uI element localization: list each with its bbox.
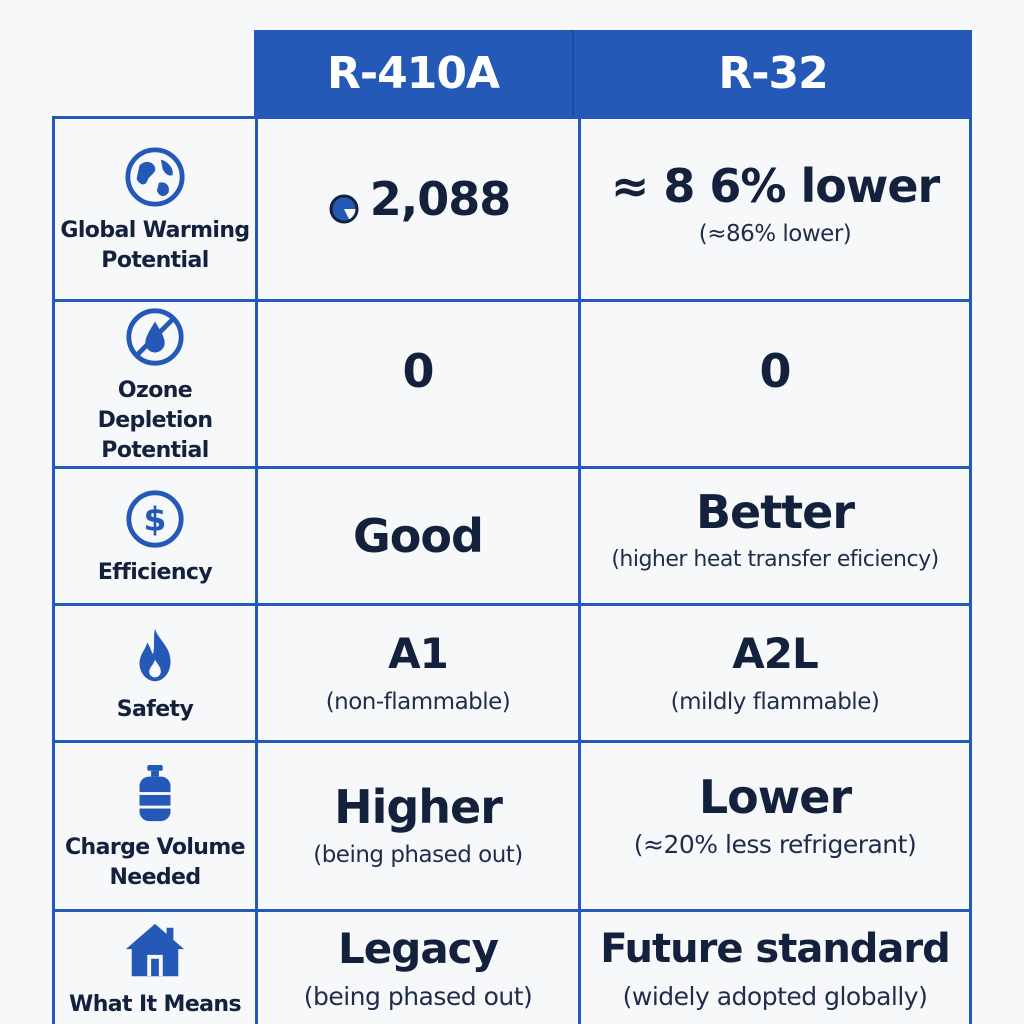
cell-r32-what-it-means: Future standard (widely adopted globally… — [581, 912, 969, 1024]
row-label-efficiency: $ Efficiency — [55, 469, 255, 603]
cell-r410a-what-it-means: Legacy (being phased out) — [258, 912, 578, 1024]
value-main: Legacy — [338, 924, 499, 973]
house-icon — [124, 920, 186, 982]
cell-r410a-charge-volume: Higher (being phased out) — [258, 743, 578, 909]
value-main: 0 — [759, 344, 791, 398]
dollar-icon: $ — [124, 488, 186, 550]
value-main: 0 — [402, 344, 434, 398]
row-label-text: Ozone Depletion — [97, 378, 213, 433]
flame-icon — [124, 625, 186, 687]
cell-r410a-odp: 0 — [258, 302, 578, 466]
cell-r410a-safety: A1 (non-flammable) — [258, 606, 578, 740]
row-label-text: Efficiency — [97, 560, 213, 585]
value-main: ≈ 8 6% lower — [610, 159, 940, 213]
row-label-text: Safety — [116, 697, 194, 722]
globe-icon — [124, 146, 186, 208]
row-label-what-it-means: What It Means — [55, 912, 255, 1024]
value-sub: (higher heat transfer eficiency) — [611, 547, 939, 572]
cell-r32-efficiency: Better (higher heat transfer eficiency) — [581, 469, 969, 603]
row-label-text: Global Warming — [60, 218, 250, 243]
cell-r410a-gwp: 2,088 — [258, 119, 578, 299]
cell-r32-safety: A2L (mildly flammable) — [581, 606, 969, 740]
gas-cylinder-icon — [124, 763, 186, 825]
value-sub: (mildly flammable) — [670, 689, 880, 715]
value-main: Future standard — [600, 926, 951, 972]
row-label-text: Potential — [101, 248, 209, 273]
value-sub: (non-flammable) — [325, 689, 511, 715]
value-main: A2L — [732, 629, 818, 678]
value-main: Good — [353, 509, 484, 563]
no-ozone-icon — [124, 306, 186, 368]
row-label-text: Needed — [109, 865, 201, 890]
row-label-odp: Ozone Depletion Potential — [55, 302, 255, 466]
row-label-text: Charge Volume — [64, 835, 246, 860]
cell-r410a-efficiency: Good — [258, 469, 578, 603]
value-sub: (≈20% less refrigerant) — [633, 830, 917, 859]
value-sub: (being phased out) — [313, 842, 523, 868]
header-r32: R-32 — [574, 30, 972, 116]
comparison-table: R-410A R-32 Global Warming Potential — [52, 30, 972, 1024]
value-main: Lower — [698, 770, 852, 824]
value-main: 2,088 — [369, 172, 512, 226]
row-label-charge-volume: Charge Volume Needed — [55, 743, 255, 909]
row-label-gwp: Global Warming Potential — [55, 119, 255, 299]
cell-r32-charge-volume: Lower (≈20% less refrigerant) — [581, 743, 969, 909]
cell-r32-odp: 0 — [581, 302, 969, 466]
value-main: Higher — [334, 780, 503, 834]
value-sub: (being phased out) — [303, 982, 533, 1011]
cell-r32-gwp: ≈ 8 6% lower (≈86% lower) — [581, 119, 969, 299]
value-sub: (≈86% lower) — [698, 221, 852, 247]
row-label-text: Potential — [101, 438, 209, 463]
pie-chart-icon — [326, 191, 362, 227]
table-grid: Global Warming Potential 2,088 ≈ 8 6% lo… — [52, 116, 972, 1024]
row-label-safety: Safety — [55, 606, 255, 740]
value-main: A1 — [388, 629, 449, 678]
value-sub: (widely adopted globally) — [622, 982, 928, 1011]
value-main: Better — [695, 485, 855, 539]
svg-text:$: $ — [144, 500, 167, 539]
row-label-text: What It Means — [69, 992, 242, 1017]
header-r410a: R-410A — [254, 30, 574, 116]
